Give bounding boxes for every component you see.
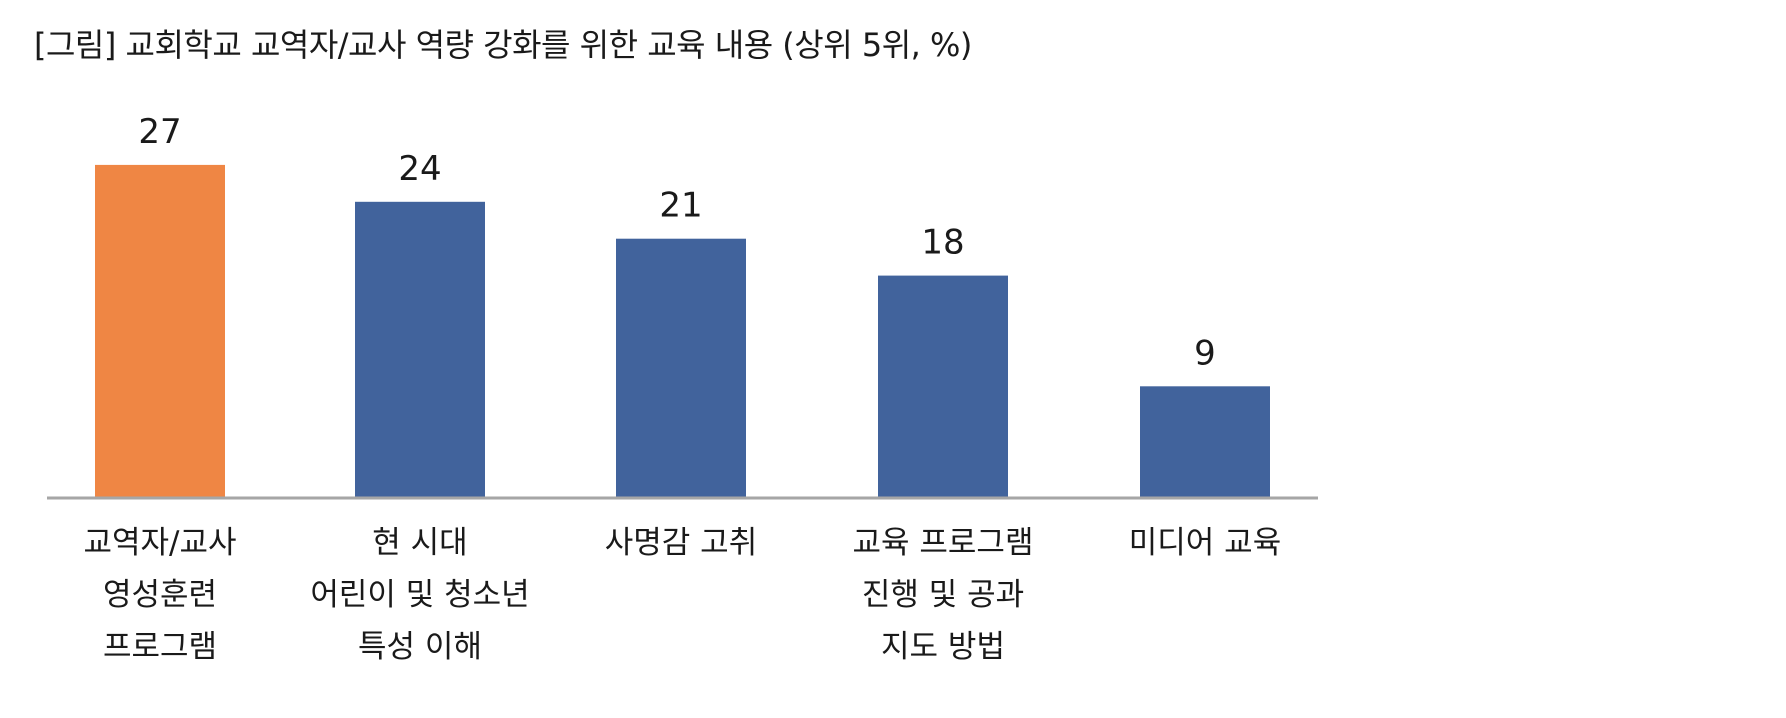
value-label-2: 24 [398,149,441,189]
bars-layer [95,164,1270,498]
category-label-4: 교육 프로그램 진행 및 공과 지도 방법 [853,525,1034,665]
chart-title: [그림] 교회학교 교역자/교사 역량 강화를 위한 교육 내용 (상위 5위,… [34,26,972,64]
bar-5 [1140,386,1270,497]
bar-2 [355,201,485,498]
category-label-1: 교역자/교사 영성훈련 프로그램 [83,525,236,665]
category-labels-layer: 교역자/교사 영성훈련 프로그램 현 시대 어린이 및 청소년 특성 이해 사명감 고취 교육… [83,525,1281,665]
value-label-3: 21 [659,186,702,226]
category-label-3: 사명감 고취 [605,525,757,561]
bar-1 [95,164,225,497]
value-label-5: 9 [1194,333,1216,373]
category-label-2: 현 시대 어린이 및 청소년 특성 이해 [310,525,529,665]
bar-3 [616,238,746,497]
category-label-5: 미디어 교육 [1129,525,1281,561]
bar-4 [878,275,1008,497]
value-label-4: 18 [921,223,964,263]
value-label-1: 27 [138,112,181,152]
value-labels-layer: 27 24 21 18 9 [138,112,1215,373]
